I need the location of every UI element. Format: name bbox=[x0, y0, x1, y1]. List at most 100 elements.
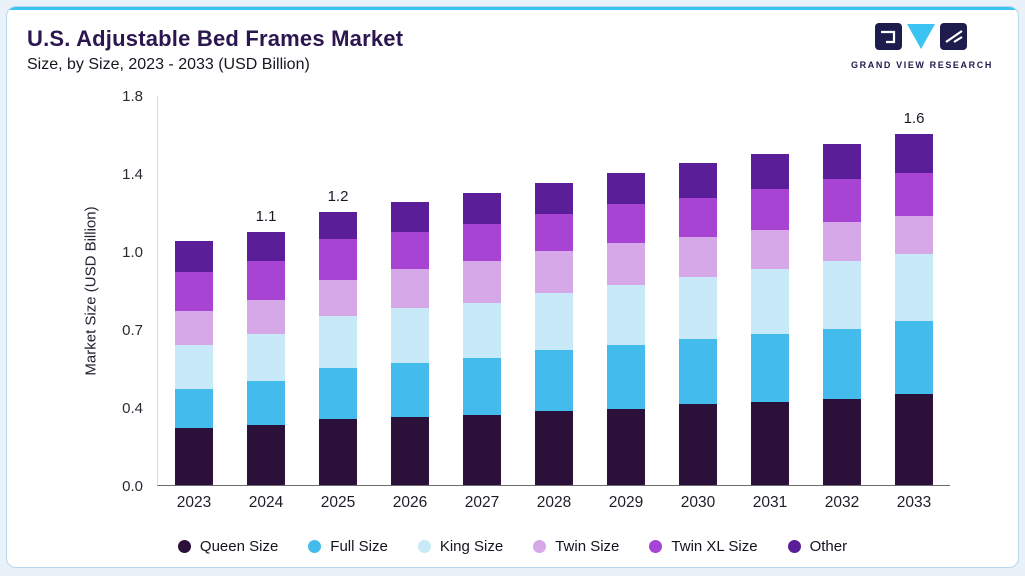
x-axis-tick-label: 2023 bbox=[176, 494, 212, 511]
bar-value-label: 1.1 bbox=[255, 207, 277, 225]
bar-column-2029: 2029 bbox=[590, 96, 662, 511]
bar-column-2026: 2026 bbox=[374, 96, 446, 511]
bar-stack bbox=[895, 134, 933, 485]
bar-segment-queen-size bbox=[463, 414, 501, 485]
bar-segment-twin-size bbox=[319, 279, 357, 316]
legend-swatch-icon bbox=[308, 540, 322, 553]
brand-logo: GRAND VIEW RESEARCH bbox=[846, 22, 998, 70]
bar-stack bbox=[679, 163, 717, 485]
bar-segment-queen-size bbox=[823, 399, 861, 485]
y-axis-tick-label: 1.4 bbox=[122, 166, 143, 183]
report-card: U.S. Adjustable Bed Frames Market Size, … bbox=[6, 6, 1019, 568]
bar-segment-full-size bbox=[463, 357, 501, 415]
x-axis-tick-label: 2032 bbox=[824, 494, 860, 511]
bar-stack bbox=[607, 173, 645, 485]
bar-segment-king-size bbox=[247, 334, 285, 381]
bar-segment-twin-size bbox=[175, 310, 213, 345]
bar-segment-full-size bbox=[895, 321, 933, 394]
chart-legend: Queen Size Full Size King Size Twin Size Twi… bbox=[7, 538, 1018, 555]
bar-segment-other bbox=[319, 212, 357, 240]
bar-column-2028: 2028 bbox=[518, 96, 590, 511]
bar-segment-king-size bbox=[391, 308, 429, 363]
page-title: U.S. Adjustable Bed Frames Market bbox=[27, 26, 404, 51]
y-axis-tick-label: 0.0 bbox=[122, 478, 143, 495]
bar-value-label: 1.6 bbox=[903, 110, 925, 127]
bar-column-2031: 2031 bbox=[734, 96, 806, 511]
x-axis-tick-label: 2028 bbox=[536, 494, 572, 511]
bar-segment-king-size bbox=[823, 261, 861, 329]
stacked-bar-chart: Market Size (USD Billion) 2023 1.1 2024 1.2… bbox=[7, 78, 1018, 530]
bar-segment-king-size bbox=[535, 292, 573, 350]
bar-segment-other bbox=[823, 143, 861, 179]
bar-segment-twin-xl-size bbox=[751, 188, 789, 230]
bar-column-2030: 2030 bbox=[662, 96, 734, 511]
y-axis-tick-label: 0.7 bbox=[122, 322, 143, 339]
bar-segment-twin-xl-size bbox=[535, 213, 573, 251]
legend-item-twin-size: Twin Size bbox=[533, 538, 619, 555]
bar-segment-full-size bbox=[535, 349, 573, 411]
bar-segment-full-size bbox=[391, 362, 429, 417]
bar-column-2033: 1.6 2033 bbox=[878, 96, 950, 511]
bar-column-2027: 2027 bbox=[446, 96, 518, 511]
bar-column-2025: 1.2 2025 bbox=[302, 96, 374, 511]
y-axis-tick-label: 1.8 bbox=[122, 88, 143, 105]
bar-segment-twin-size bbox=[391, 269, 429, 309]
bar-segment-twin-xl-size bbox=[463, 223, 501, 262]
bar-segment-full-size bbox=[679, 339, 717, 405]
brand-name: GRAND VIEW RESEARCH bbox=[851, 60, 993, 70]
legend-swatch-icon bbox=[417, 540, 431, 553]
bar-column-2023: 2023 bbox=[158, 96, 230, 511]
bar-segment-twin-size bbox=[535, 250, 573, 293]
bar-stack bbox=[823, 143, 861, 485]
bar-segment-queen-size bbox=[607, 408, 645, 485]
legend-label: Queen Size bbox=[199, 538, 279, 555]
bar-segment-other bbox=[391, 202, 429, 232]
bar-segment-full-size bbox=[751, 334, 789, 402]
bar-segment-other bbox=[679, 163, 717, 199]
bar-segment-other bbox=[535, 182, 573, 214]
bar-stack bbox=[751, 153, 789, 486]
bar-segment-other bbox=[247, 231, 285, 262]
bar-segment-other bbox=[175, 241, 213, 272]
bar-segment-twin-xl-size bbox=[607, 204, 645, 244]
bar-segment-twin-size bbox=[895, 215, 933, 254]
legend-label: King Size bbox=[439, 538, 504, 555]
bar-segment-queen-size bbox=[751, 401, 789, 485]
bar-segment-twin-xl-size bbox=[823, 178, 861, 222]
bar-segment-twin-size bbox=[607, 243, 645, 285]
bar-segment-full-size bbox=[319, 367, 357, 419]
bar-segment-other bbox=[463, 192, 501, 224]
bar-segment-king-size bbox=[319, 315, 357, 368]
x-axis-tick-label: 2026 bbox=[392, 494, 428, 511]
bar-segment-queen-size bbox=[175, 428, 213, 485]
legend-item-other: Other bbox=[787, 538, 847, 555]
x-axis-tick-label: 2031 bbox=[752, 494, 788, 511]
bar-segment-queen-size bbox=[391, 416, 429, 485]
bar-segment-full-size bbox=[247, 380, 285, 425]
bar-stack bbox=[247, 231, 285, 486]
bar-segment-king-size bbox=[175, 344, 213, 389]
bar-segment-other bbox=[751, 153, 789, 189]
y-axis-title: Market Size (USD Billion) bbox=[82, 206, 100, 376]
bar-segment-twin-xl-size bbox=[247, 261, 285, 301]
bar-segment-king-size bbox=[895, 253, 933, 322]
plot-area: 2023 1.1 2024 1.2 2025 2026 2027 2028 2029 2030 20… bbox=[157, 96, 950, 511]
legend-item-full-size: Full Size bbox=[308, 538, 388, 555]
bar-value-label: 1.2 bbox=[327, 188, 349, 205]
bar-segment-twin-size bbox=[679, 237, 717, 277]
bar-stack bbox=[391, 202, 429, 485]
bar-segment-twin-xl-size bbox=[175, 271, 213, 311]
bar-segment-king-size bbox=[679, 276, 717, 340]
legend-item-queen-size: Queen Size bbox=[177, 538, 279, 555]
bar-segment-twin-xl-size bbox=[895, 173, 933, 216]
page-subtitle: Size, by Size, 2023 - 2033 (USD Billion) bbox=[27, 56, 310, 73]
bar-segment-queen-size bbox=[535, 410, 573, 485]
bar-segment-queen-size bbox=[895, 393, 933, 485]
accent-top-line bbox=[7, 7, 1018, 10]
bar-segment-other bbox=[895, 134, 933, 173]
x-axis-tick-label: 2027 bbox=[464, 494, 500, 511]
bar-column-2032: 2032 bbox=[806, 96, 878, 511]
bar-stack bbox=[535, 182, 573, 485]
bar-segment-queen-size bbox=[319, 418, 357, 485]
bar-segment-king-size bbox=[751, 269, 789, 335]
